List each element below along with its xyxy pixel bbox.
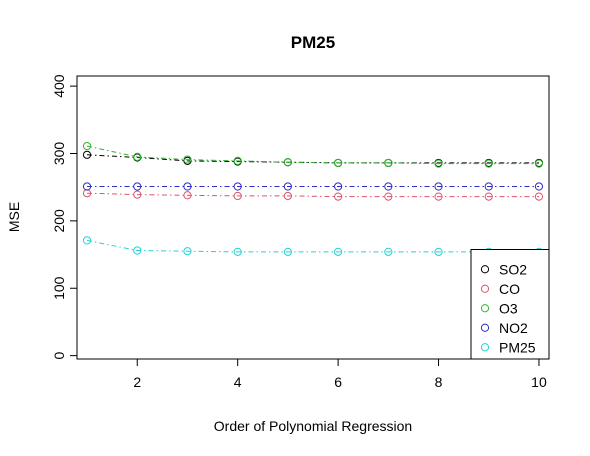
data-point-no2 [82,182,92,191]
legend-marker-so2 [480,265,490,274]
data-point-pm25 [334,247,343,256]
data-point-o3 [82,141,92,151]
data-point-o3 [534,159,544,168]
series-line-co [86,192,539,198]
legend-marker-co [480,284,490,293]
legend-label-co: CO [499,281,520,297]
x-axis-label: Order of Polynomial Regression [214,418,412,434]
legend-label-no2: NO2 [499,320,528,336]
series-line-pm25 [86,239,539,253]
x-tick-label: 8 [435,374,443,390]
data-point-no2 [334,182,343,191]
data-point-co [384,192,393,201]
data-point-pm25 [82,236,92,245]
data-point-co [133,190,142,199]
data-point-pm25 [233,247,242,256]
data-point-no2 [384,182,393,191]
y-tick-label: 400 [51,74,67,98]
y-axis-label: MSE [6,202,22,232]
data-point-no2 [434,182,443,191]
y-tick-label: 300 [51,142,67,166]
data-point-no2 [233,182,242,191]
legend: SO2 CO O3 NO2 PM25 [470,249,550,360]
data-point-o3 [183,155,192,164]
legend-marker-no2 [480,323,490,332]
data-point-o3 [434,159,443,168]
data-point-pm25 [183,247,192,256]
data-point-o3 [133,152,142,161]
data-point-o3 [334,158,343,168]
series-co [82,189,544,201]
x-tick-label: 2 [133,374,141,390]
data-point-no2 [283,182,292,191]
data-point-co [233,191,242,201]
data-point-so2 [82,150,92,159]
series-layer [82,141,544,256]
x-tick-label: 10 [531,374,547,390]
data-point-pm25 [384,247,393,256]
y-tick-label: 200 [51,209,67,233]
x-tick-label: 6 [334,374,342,390]
series-line-o3 [86,145,539,165]
data-point-no2 [183,182,192,191]
data-point-no2 [534,182,544,191]
chart-title: PM25 [291,33,335,52]
data-point-co [334,192,343,201]
data-point-co [183,191,192,200]
series-o3 [82,141,544,168]
legend-label-o3: O3 [499,300,518,316]
legend-box [470,249,550,360]
y-tick-label: 100 [51,276,67,300]
y-tick-label: 0 [51,352,67,360]
y-axis: 0 100 200 300 400 [51,74,78,360]
x-tick-label: 4 [234,374,242,390]
legend-label-so2: SO2 [499,261,527,277]
data-point-o3 [384,158,393,168]
data-point-co [484,192,493,201]
data-point-no2 [484,182,493,191]
data-point-no2 [133,182,142,191]
data-point-co [534,192,544,201]
data-point-co [283,191,292,201]
data-point-pm25 [133,246,142,255]
legend-label-pm25: PM25 [499,339,536,355]
data-point-o3 [233,156,242,165]
data-point-pm25 [283,247,292,256]
series-no2 [82,182,544,191]
data-point-co [434,192,443,201]
legend-marker-pm25 [480,343,490,352]
data-point-pm25 [434,247,443,256]
legend-marker-o3 [480,304,490,313]
data-point-o3 [484,159,493,168]
data-point-o3 [283,158,292,167]
